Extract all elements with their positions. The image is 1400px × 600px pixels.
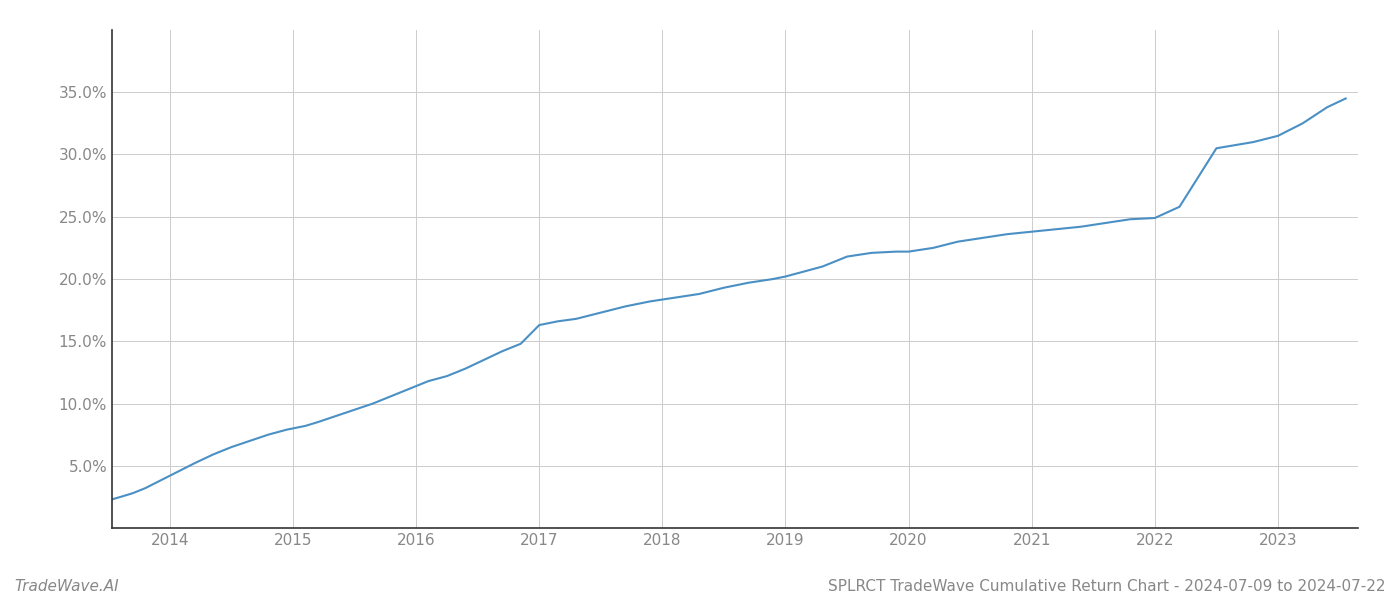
Text: SPLRCT TradeWave Cumulative Return Chart - 2024-07-09 to 2024-07-22: SPLRCT TradeWave Cumulative Return Chart… — [829, 579, 1386, 594]
Text: TradeWave.AI: TradeWave.AI — [14, 579, 119, 594]
